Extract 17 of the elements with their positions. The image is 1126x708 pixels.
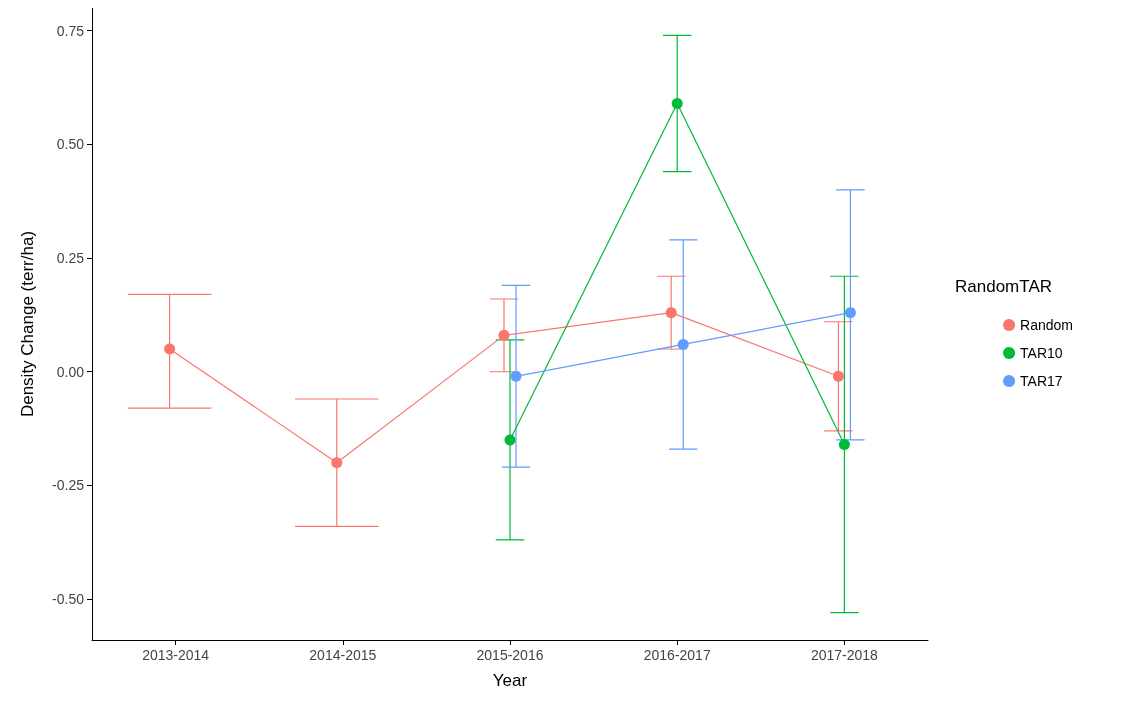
y-tick-label: -0.25 [52, 477, 85, 494]
y-tick-label: 0.00 [56, 363, 85, 380]
y-tick-label: 0.75 [56, 22, 85, 39]
x-tick-label: 2013-2014 [142, 647, 210, 663]
y-tick-label: -0.50 [52, 591, 85, 608]
legend-label: Random [1020, 317, 1073, 333]
x-tick-label: 2015-2016 [476, 647, 544, 663]
legend-label: TAR10 [1020, 345, 1063, 361]
legend-title: RandomTAR [955, 277, 1053, 296]
x-tick-label: 2017-2018 [810, 647, 879, 663]
x-tick-label: 2014-2015 [309, 647, 377, 663]
x-axis-title: Year [492, 671, 528, 690]
y-axis-title: Density Change (terr/ha) [18, 230, 37, 418]
legend-label: TAR17 [1020, 373, 1063, 389]
y-tick-label: 0.50 [56, 136, 85, 153]
x-tick-label: 2016-2017 [643, 647, 711, 663]
y-tick-label: 0.25 [56, 250, 85, 267]
